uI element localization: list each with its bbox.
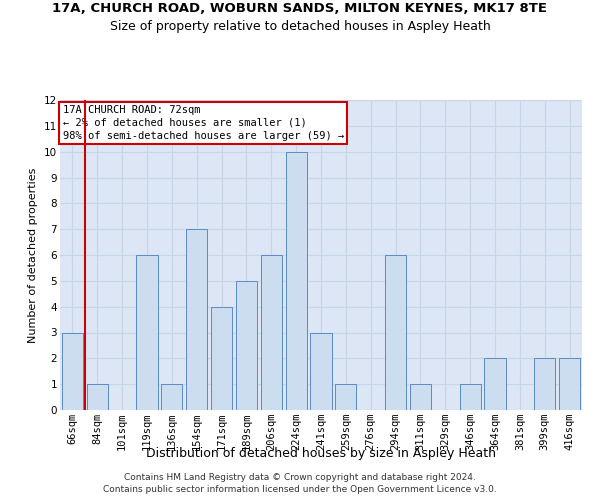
Bar xyxy=(236,281,257,410)
Bar xyxy=(211,306,232,410)
Bar xyxy=(286,152,307,410)
Text: 17A CHURCH ROAD: 72sqm
← 2% of detached houses are smaller (1)
98% of semi-detac: 17A CHURCH ROAD: 72sqm ← 2% of detached … xyxy=(62,104,344,141)
Bar xyxy=(460,384,481,410)
Bar xyxy=(484,358,506,410)
Y-axis label: Number of detached properties: Number of detached properties xyxy=(28,168,38,342)
Bar xyxy=(87,384,108,410)
Bar xyxy=(161,384,182,410)
Bar xyxy=(559,358,580,410)
Bar xyxy=(335,384,356,410)
Text: 17A, CHURCH ROAD, WOBURN SANDS, MILTON KEYNES, MK17 8TE: 17A, CHURCH ROAD, WOBURN SANDS, MILTON K… xyxy=(53,2,548,16)
Text: Distribution of detached houses by size in Aspley Heath: Distribution of detached houses by size … xyxy=(146,448,496,460)
Bar xyxy=(534,358,555,410)
Bar xyxy=(136,255,158,410)
Bar xyxy=(186,229,207,410)
Text: Contains HM Land Registry data © Crown copyright and database right 2024.: Contains HM Land Registry data © Crown c… xyxy=(124,472,476,482)
Text: Size of property relative to detached houses in Aspley Heath: Size of property relative to detached ho… xyxy=(110,20,490,33)
Bar xyxy=(62,332,83,410)
Bar xyxy=(261,255,282,410)
Text: Contains public sector information licensed under the Open Government Licence v3: Contains public sector information licen… xyxy=(103,485,497,494)
Bar xyxy=(410,384,431,410)
Bar xyxy=(385,255,406,410)
Bar xyxy=(310,332,332,410)
